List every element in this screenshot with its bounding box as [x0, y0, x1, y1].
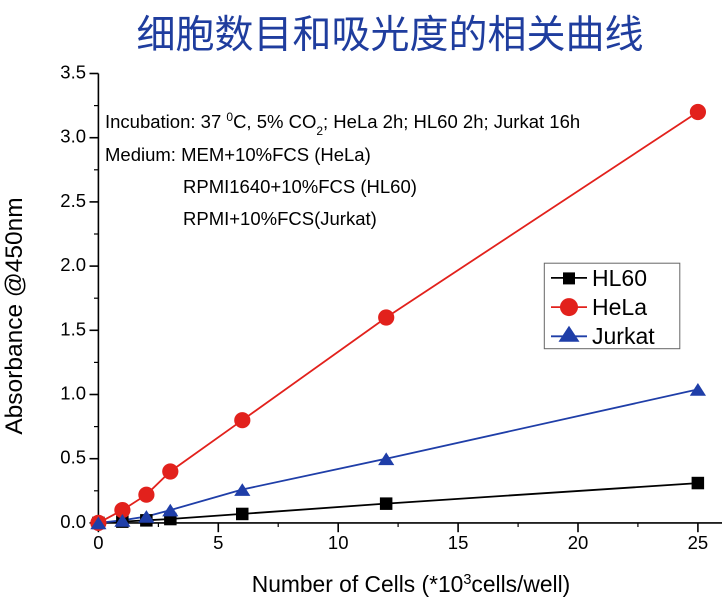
svg-text:Medium: MEM+10%FCS (HeLa): Medium: MEM+10%FCS (HeLa): [105, 144, 371, 165]
svg-text:RPMI1640+10%FCS (HL60): RPMI1640+10%FCS (HL60): [183, 176, 417, 197]
svg-text:2.5: 2.5: [60, 190, 86, 211]
svg-text:HL60: HL60: [592, 265, 647, 291]
svg-text:0.0: 0.0: [60, 511, 86, 532]
svg-text:0: 0: [93, 532, 103, 553]
svg-text:0.5: 0.5: [60, 447, 86, 468]
svg-text:RPMI+10%FCS(Jurkat): RPMI+10%FCS(Jurkat): [183, 208, 377, 229]
svg-text:5: 5: [213, 532, 223, 553]
svg-text:15: 15: [448, 532, 469, 553]
svg-text:20: 20: [568, 532, 589, 553]
svg-text:10: 10: [328, 532, 349, 553]
svg-text:Number of Cells (*103cells/wel: Number of Cells (*103cells/well): [252, 571, 570, 597]
svg-text:3.0: 3.0: [60, 126, 86, 147]
svg-text:3.5: 3.5: [60, 62, 86, 83]
svg-text:1.0: 1.0: [60, 383, 86, 404]
svg-text:细胞数目和吸光度的相关曲线: 细胞数目和吸光度的相关曲线: [136, 14, 643, 57]
svg-text:25: 25: [688, 532, 709, 553]
svg-text:Absorbance @450nm: Absorbance @450nm: [1, 197, 28, 434]
svg-text:HeLa: HeLa: [592, 294, 647, 320]
svg-text:1.5: 1.5: [60, 318, 86, 339]
svg-text:Jurkat: Jurkat: [592, 323, 655, 349]
svg-text:2.0: 2.0: [60, 254, 86, 275]
